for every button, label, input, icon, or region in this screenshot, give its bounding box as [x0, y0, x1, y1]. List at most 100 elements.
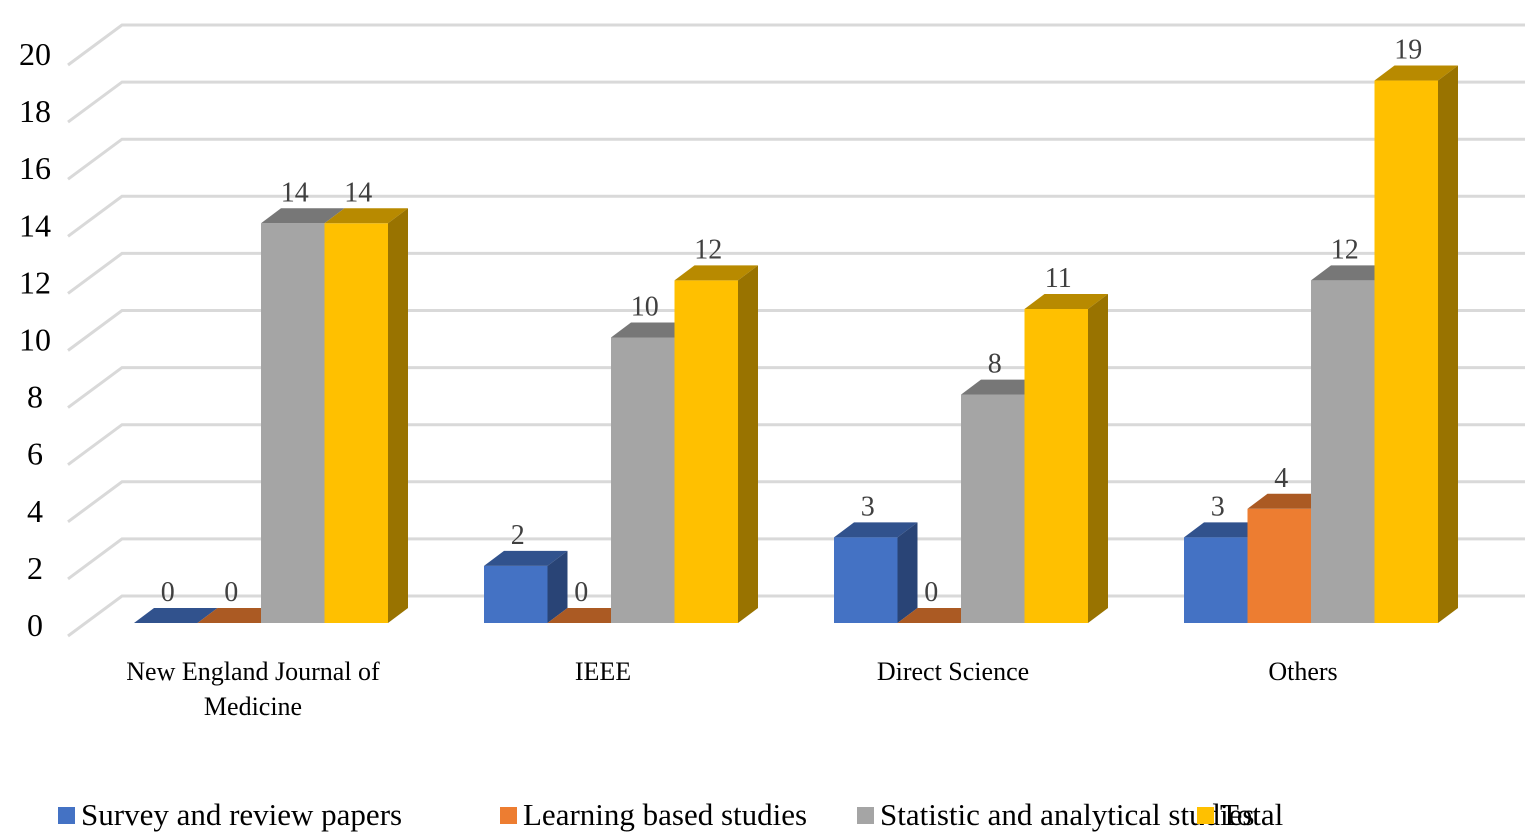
- data-label: 3: [1211, 491, 1225, 522]
- gridline: [67, 194, 1525, 238]
- category-label: Direct Science: [877, 657, 1029, 686]
- data-label: 19: [1394, 35, 1422, 66]
- bar-survey-and-review-papers: [1184, 522, 1268, 623]
- bar-front: [611, 337, 675, 623]
- bar-top: [197, 608, 281, 623]
- bar-total: [1374, 65, 1458, 624]
- bar-top: [834, 522, 918, 538]
- bar-front: [961, 394, 1025, 623]
- legend-swatch-learning: [500, 806, 517, 824]
- bar-learning-based-studies: [897, 608, 981, 623]
- bar-statistic-and-analytical-studies: [961, 379, 1045, 623]
- category-label: IEEE: [575, 657, 631, 686]
- bar-top: [611, 322, 695, 338]
- bar-top: [134, 608, 218, 623]
- bar-statistic-and-analytical-studies: [1311, 265, 1395, 623]
- y-tick-label: 12: [19, 264, 51, 300]
- bar-front: [484, 565, 548, 623]
- data-label: 3: [861, 491, 875, 522]
- bar-front: [1184, 537, 1248, 623]
- data-label: 0: [574, 577, 588, 608]
- legend-swatch-survey: [58, 806, 75, 824]
- bar-survey-and-review-papers: [484, 550, 568, 623]
- category-label: Others: [1268, 657, 1337, 686]
- bar-side: [547, 550, 568, 623]
- legend-item-statistic: Statistic and analytical studies: [857, 797, 1255, 833]
- y-axis-ticks: 0 2 4 6 8 10 12 14 16 18 20: [19, 36, 51, 643]
- data-label: 12: [1331, 234, 1359, 265]
- bar-learning-based-studies: [1247, 493, 1331, 623]
- data-label: 11: [1045, 263, 1072, 294]
- legend-label-learning: Learning based studies: [523, 797, 808, 832]
- bar-top: [324, 208, 408, 224]
- data-label: 2: [511, 520, 525, 551]
- data-label: 4: [1274, 463, 1288, 494]
- y-tick-label: 6: [27, 436, 43, 472]
- y-tick-label: 10: [19, 322, 51, 358]
- gridline: [67, 251, 1525, 295]
- bar-learning-based-studies: [197, 608, 281, 623]
- category-label: New England Journal of: [126, 657, 380, 686]
- bar-front: [1311, 280, 1375, 623]
- data-label: 10: [631, 292, 659, 323]
- bar-total: [324, 208, 408, 624]
- bar-top: [484, 550, 568, 566]
- y-tick-label: 18: [19, 93, 51, 129]
- bar-top: [1024, 293, 1108, 309]
- y-tick-label: 8: [27, 379, 43, 415]
- category-label: Medicine: [204, 692, 302, 721]
- bar-chart: 0 2 4 6 8 10 12 14 16 18 20 0 0 14 14 2 0 10 12 3 0 8 11 3 4 12 1…: [19, 23, 1525, 721]
- x-axis-categories: New England Journal of Medicine IEEE Direct…: [126, 657, 1337, 721]
- bar-front: [261, 223, 325, 624]
- bar-survey-and-review-papers: [134, 608, 218, 623]
- bar-front: [1024, 308, 1088, 623]
- bar-top: [1184, 522, 1268, 538]
- bar-top: [1311, 265, 1395, 281]
- data-label: 8: [988, 349, 1002, 380]
- legend-swatch-statistic: [857, 806, 874, 824]
- data-label: 0: [161, 577, 175, 608]
- bars: [134, 65, 1458, 624]
- bar-side: [738, 265, 758, 623]
- bar-front: [1374, 80, 1438, 624]
- bar-side: [1438, 65, 1458, 624]
- legend-swatch-total: [1197, 806, 1214, 824]
- bar-total: [674, 265, 758, 623]
- bar-statistic-and-analytical-studies: [611, 322, 695, 623]
- gridline: [67, 23, 1525, 67]
- bar-front: [674, 280, 738, 623]
- bar-side: [897, 522, 918, 623]
- data-label: 12: [694, 234, 722, 265]
- legend: Survey and review papers Learning based …: [0, 797, 1535, 837]
- bar-top: [261, 208, 345, 224]
- bar-learning-based-studies: [547, 608, 631, 623]
- bar-top: [961, 379, 1045, 395]
- bar-top: [547, 608, 631, 623]
- bar-front: [1247, 508, 1311, 623]
- bar-side: [388, 208, 408, 624]
- bar-top: [674, 265, 758, 281]
- bar-total: [1024, 293, 1108, 623]
- data-labels: 0 0 14 14 2 0 10 12 3 0 8 11 3 4 12 19: [161, 35, 1423, 608]
- gridline: [67, 80, 1525, 124]
- bar-front: [324, 223, 388, 624]
- legend-label-statistic: Statistic and analytical studies: [880, 797, 1255, 832]
- bar-side: [1088, 293, 1108, 623]
- y-tick-label: 4: [27, 493, 43, 529]
- data-label: 0: [924, 577, 938, 608]
- data-label: 14: [281, 177, 309, 208]
- data-label: 0: [224, 577, 238, 608]
- bar-front: [834, 537, 898, 623]
- legend-item-total: Total: [1197, 797, 1283, 833]
- data-label: 14: [344, 177, 372, 208]
- y-tick-label: 20: [19, 36, 51, 72]
- bar-top: [1374, 65, 1458, 81]
- gridlines: [67, 23, 1525, 638]
- y-tick-label: 14: [19, 207, 51, 243]
- y-tick-label: 16: [19, 150, 51, 186]
- bar-survey-and-review-papers: [834, 522, 918, 623]
- y-tick-label: 0: [27, 607, 43, 643]
- legend-item-learning: Learning based studies: [500, 797, 807, 833]
- bar-top: [897, 608, 981, 623]
- legend-item-survey: Survey and review papers: [58, 797, 402, 833]
